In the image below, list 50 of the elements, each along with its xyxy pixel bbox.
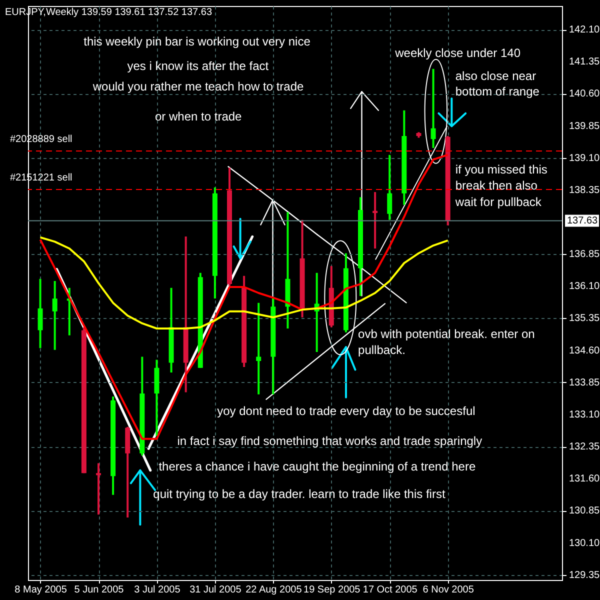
annotation: quit trying to be a day trader. learn to trade like this first	[153, 487, 446, 502]
annotation: weekly close under 140	[394, 46, 521, 60]
y-tick-label: 140.60	[569, 88, 600, 100]
y-tick-label: 131.60	[569, 474, 600, 485]
y-tick-label: 129.35	[569, 570, 600, 581]
annotation: this weekly pin bar is working out very nice	[84, 34, 311, 48]
text: wait for pullback	[454, 195, 542, 210]
text: also close near	[455, 68, 536, 83]
y-tick-label: 133.10	[569, 409, 600, 420]
text: break then also	[455, 178, 538, 192]
x-tick-label: 8 May 2005	[14, 584, 68, 596]
y-tick-label: 142.10	[569, 24, 600, 36]
y-tick-label: 138.35	[569, 184, 600, 196]
candlestick	[372, 191, 378, 250]
annotation: in fact i say find something that works and trade sparingly	[177, 434, 482, 448]
annotation: ovb with potential break. enter on	[358, 327, 535, 342]
x-tick-label: 6 Nov 2005	[422, 584, 474, 596]
text: bottom of range	[455, 84, 540, 99]
y-tick-label: 136.85	[569, 249, 600, 260]
x-tick-label: 22 Aug 2005	[246, 584, 302, 596]
x-tick-label: 19 Sep 2005	[304, 584, 361, 596]
y-tick-label: 141.35	[569, 56, 600, 68]
annotation: would you rather me teach how to trade	[92, 80, 304, 94]
y-tick-label: 139.10	[569, 152, 600, 164]
y-tick-label: 132.35	[569, 442, 600, 453]
text: if you missed this	[455, 162, 548, 177]
y-tick-label: 139.85	[569, 120, 600, 132]
annotation: pullback.	[358, 343, 406, 358]
y-tick-label: 130.10	[569, 538, 600, 549]
y-tick-label: 135.35	[569, 313, 600, 324]
x-tick-label: 5 Jun 2005	[74, 584, 124, 596]
candlestick	[256, 302, 262, 396]
annotation: yes i know its after the fact	[127, 59, 270, 74]
annotation: yoy dont need to trade every day to be succesful	[217, 404, 476, 418]
y-tick-label: 136.10	[569, 281, 600, 292]
annotation: or when to trade	[155, 109, 242, 124]
y-tick-label: 133.85	[569, 377, 600, 388]
candlestick	[387, 154, 392, 221]
line-series	[39, 236, 449, 330]
candlestick	[96, 462, 101, 516]
x-tick-label: 31 Jul 2005	[190, 584, 242, 596]
candlestick	[52, 280, 58, 351]
ref-line-label: 137.63	[567, 216, 598, 227]
candlestick	[38, 278, 43, 350]
y-tick-label: 134.60	[569, 345, 600, 356]
y-tick-label: 130.85	[569, 506, 600, 517]
x-tick-label: 3 Jul 2005	[134, 584, 181, 596]
annotation: theres a chance i have caught the beginning of a trend here	[158, 459, 476, 474]
x-tick-label: 17 Oct 2005	[362, 584, 418, 596]
candlestick	[430, 68, 436, 150]
